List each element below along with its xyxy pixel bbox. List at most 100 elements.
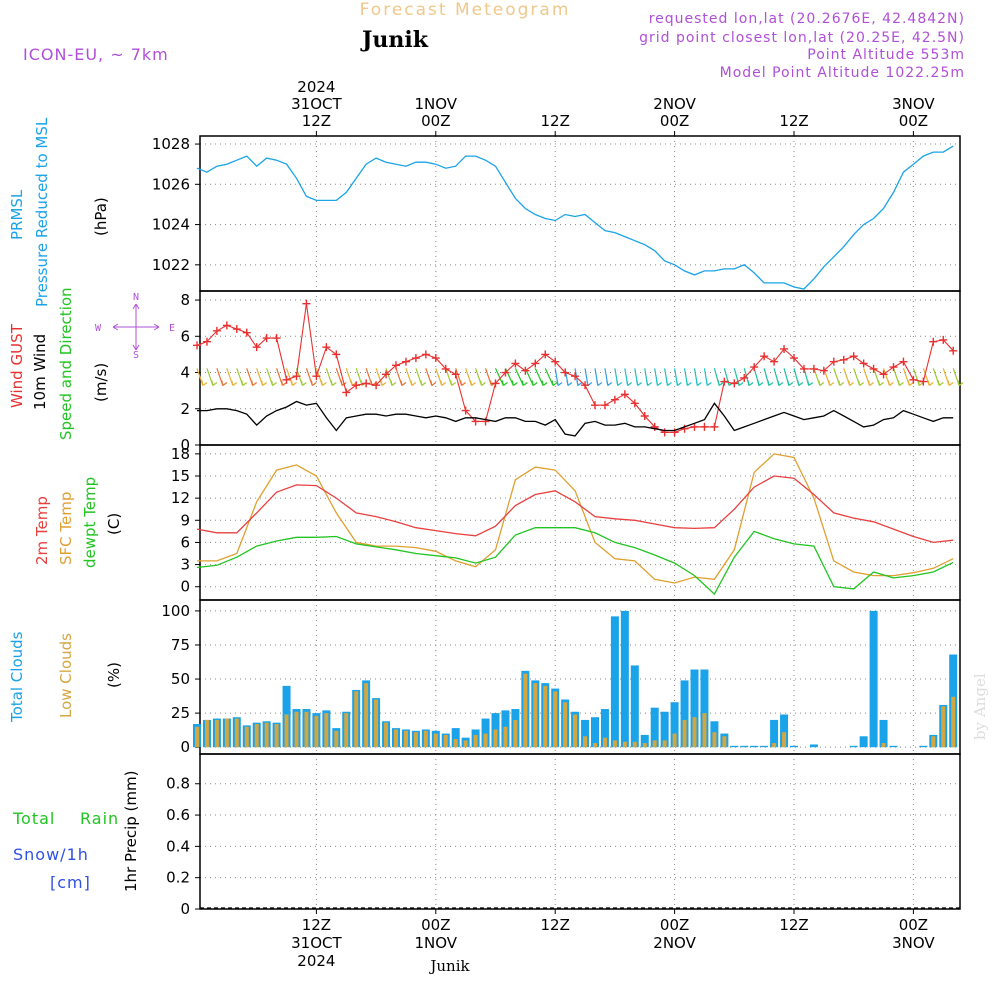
low-cloud-bar-37	[563, 702, 568, 748]
ytick-label-clouds-3: 75	[171, 636, 190, 654]
ytick-label-temperature-5: 15	[171, 467, 190, 485]
total-cloud-bar-56	[750, 745, 759, 748]
gust-point-53	[720, 377, 729, 386]
low-cloud-bar-42	[612, 740, 617, 748]
gust-point-36	[551, 357, 560, 366]
gust-point-64	[829, 357, 838, 366]
wind-arrowhead-24	[440, 380, 447, 387]
low-cloud-bar-41	[602, 737, 607, 748]
location-title: Junik	[360, 27, 429, 53]
wind-arrowhead-27	[470, 380, 476, 387]
total-cloud-bar-26	[451, 728, 460, 748]
low-cloud-bar-26	[453, 739, 458, 748]
wind-arrowhead-70	[897, 380, 904, 387]
wind-arrowhead-4	[241, 380, 248, 387]
wind-arrowhead-71	[907, 380, 914, 387]
gust-point-69	[879, 370, 888, 379]
low-cloud-bar-53	[722, 736, 727, 748]
wind-arrowhead-41	[606, 380, 613, 387]
wind-arrowhead-22	[420, 380, 427, 387]
frame-precip	[199, 753, 961, 910]
time-label-top-0-0: 2024	[297, 78, 335, 96]
ytick-label-precip-0: 0	[180, 900, 190, 918]
total-cloud-bar-45	[640, 734, 649, 748]
gust-point-41	[600, 401, 609, 410]
gust-point-21	[401, 357, 410, 366]
wind-arrowhead-13	[330, 380, 337, 387]
frame-pressure	[199, 135, 961, 292]
clouds-label-low: Low Clouds	[57, 633, 75, 718]
gust-point-11	[302, 299, 311, 308]
compass-arrowheads	[112, 303, 160, 351]
temp-label-dewpt: dewpt Temp	[81, 477, 99, 568]
gust-point-49	[680, 424, 689, 433]
wind-arrowhead-37	[566, 380, 573, 387]
gust-point-75	[939, 335, 948, 344]
gust-point-26	[451, 370, 460, 379]
wind-arrowhead-34	[541, 380, 548, 387]
low-cloud-bar-1	[204, 719, 209, 748]
wind-arrowhead-55	[747, 380, 754, 387]
total-cloud-bar-60	[790, 745, 798, 748]
sfc-temp-series-line	[197, 453, 954, 584]
gust-point-67	[859, 359, 868, 368]
ytick-label-pressure-0: 1022	[152, 256, 190, 274]
precip-ylabel: 1hr Precip (mm)	[122, 771, 140, 892]
wind-arrowhead-65	[848, 380, 855, 387]
low-cloud-bar-17	[364, 683, 369, 748]
wind-arrowhead-21	[410, 380, 417, 387]
wind-arrowhead-68	[877, 380, 884, 387]
gust-point-10	[292, 372, 301, 381]
wind-arrowhead-52	[717, 380, 724, 387]
gust-point-30	[491, 379, 500, 388]
gust-point-42	[610, 395, 619, 404]
ytick-label-clouds-0: 0	[180, 738, 190, 756]
low-cloud-bar-46	[652, 740, 657, 748]
wind-arrowhead-75	[947, 380, 954, 387]
low-cloud-bar-75	[941, 706, 946, 748]
t2m-series-line	[196, 475, 954, 544]
gust-point-54	[730, 379, 739, 388]
precip-legend-total: Total	[12, 809, 55, 828]
wind-arrowhead-5	[251, 380, 258, 387]
pressure-label-2: Pressure Reduced to MSL	[33, 117, 51, 307]
time-label-bottom-3-0: 00Z	[660, 916, 689, 934]
wind-arrowhead-8	[280, 380, 287, 387]
wind-arrowhead-2	[221, 380, 228, 387]
ytick-label-wind-3: 6	[180, 327, 190, 345]
gust-point-68	[869, 364, 878, 373]
temp-label-2m: 2m Temp	[33, 496, 51, 565]
chart-title: Forecast Meteogram	[360, 0, 571, 20]
low-cloud-bar-31	[503, 726, 508, 748]
wind-arrowhead-69	[887, 380, 894, 387]
temp-label-sfc: SFC Temp	[57, 492, 75, 565]
gust-point-73	[919, 377, 928, 386]
gust-point-47	[660, 428, 669, 437]
time-label-bottom-5-1: 3NOV	[892, 934, 935, 952]
wind-arrowhead-6	[261, 380, 267, 387]
wind-direction-arrows	[196, 368, 964, 387]
wind-arrow-32	[514, 368, 524, 386]
wind-arrowhead-48	[675, 380, 682, 387]
gust-point-44	[630, 399, 639, 408]
compass-n: N	[133, 292, 139, 303]
total-cloud-bar-67	[859, 736, 868, 748]
low-cloud-bar-24	[433, 733, 438, 748]
gust-point-59	[780, 344, 789, 353]
wind-arrow-34	[534, 368, 544, 386]
pressure-series-line	[196, 145, 954, 290]
low-cloud-bar-0	[195, 726, 199, 748]
wind-arrowhead-25	[450, 380, 457, 387]
gust-point-66	[849, 352, 858, 361]
low-cloud-bar-52	[712, 732, 717, 748]
low-cloud-bar-23	[423, 730, 428, 748]
wind-series-line	[197, 400, 954, 437]
gust-point-57	[760, 352, 769, 361]
ytick-label-clouds-1: 25	[171, 704, 190, 722]
gust-point-6	[252, 343, 261, 352]
wind-arrowhead-63	[828, 380, 835, 387]
grid-point-coords: grid point closest lon,lat (20.25E, 42.5…	[639, 30, 965, 46]
pressure-unit: (hPa)	[92, 197, 110, 236]
gust-series-line	[196, 303, 954, 433]
low-cloud-bar-2	[214, 719, 219, 748]
